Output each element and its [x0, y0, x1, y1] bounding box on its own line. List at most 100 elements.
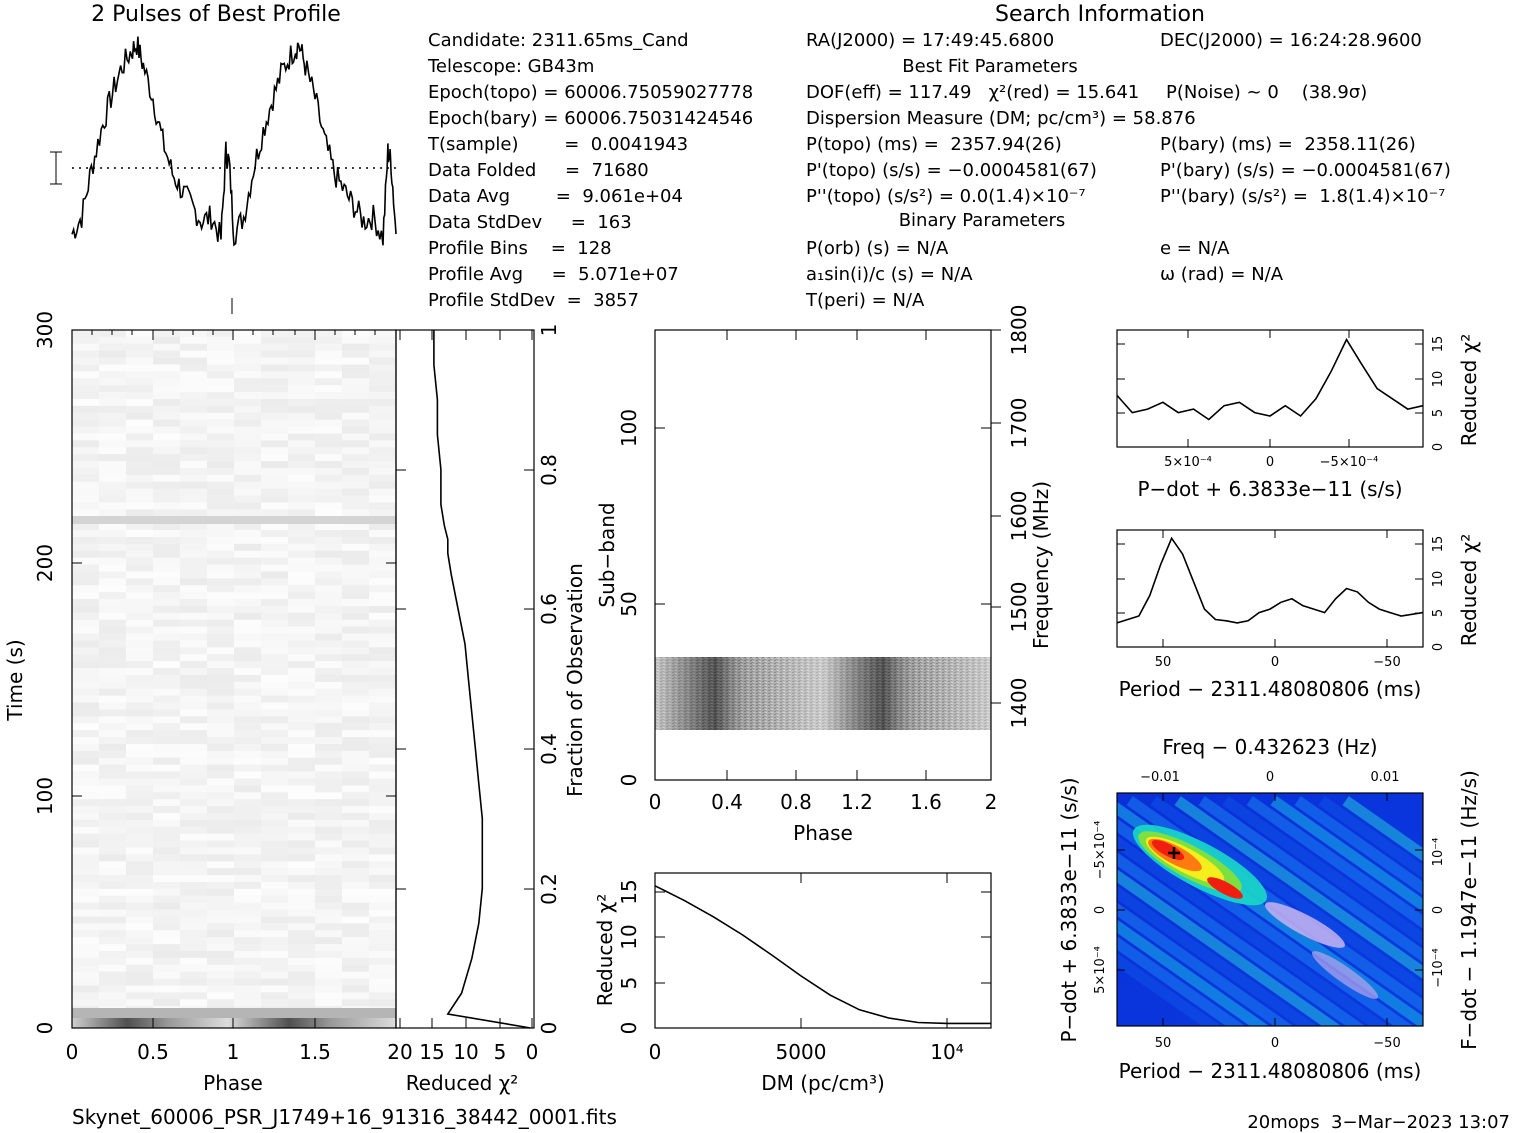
time-phase-cell — [99, 543, 126, 551]
period-pdot-stripe — [1117, 796, 1285, 1026]
time-phase-cell — [261, 888, 288, 896]
time-phase-cell — [207, 744, 234, 751]
pp-y2tick-label-0: −10⁻⁴ — [1431, 948, 1446, 988]
time-phase-cell — [180, 509, 207, 517]
time-phase-cell — [288, 854, 315, 862]
time-phase-cell — [126, 785, 153, 793]
time-phase-cell — [72, 999, 99, 1007]
time-phase-cell — [315, 654, 342, 662]
time-phase-cell — [180, 964, 207, 972]
sb-xtick-label-0: 0 — [649, 790, 662, 814]
time-phase-cell — [234, 709, 261, 717]
time-phase-cell — [126, 350, 153, 358]
time-phase-cell — [180, 405, 207, 413]
time-phase-cell — [234, 454, 261, 462]
time-phase-cell — [288, 468, 315, 475]
time-phase-cell — [342, 523, 369, 531]
time-phase-cell — [315, 392, 342, 399]
time-phase-cell — [99, 702, 126, 710]
time-phase-cell — [207, 647, 234, 655]
time-phase-cell — [207, 681, 234, 689]
time-phase-cell — [234, 716, 261, 724]
time-phase-cell — [261, 495, 288, 503]
time-phase-cell — [261, 937, 288, 945]
time-phase-cell — [72, 695, 99, 703]
time-phase-cell — [207, 792, 234, 800]
time-phase-cell — [180, 661, 207, 669]
time-phase-cell — [234, 371, 261, 379]
time-phase-cell — [207, 454, 234, 462]
time-phase-cell — [207, 730, 234, 738]
time-phase-cell — [261, 502, 288, 510]
time-phase-cell — [288, 944, 315, 951]
time-phase-cell — [234, 502, 261, 510]
tchi-ytick-label-2: 0.4 — [537, 733, 561, 765]
time-phase-cell — [153, 481, 180, 489]
time-phase-cell — [369, 440, 396, 448]
time-phase-cell — [342, 771, 369, 779]
time-phase-cell — [99, 654, 126, 662]
time-phase-cell — [207, 978, 234, 986]
tchi-ytick-label-4: 0.8 — [537, 454, 561, 486]
time-phase-cell — [153, 799, 180, 807]
time-phase-cell — [288, 702, 315, 710]
time-phase-cell — [153, 861, 180, 869]
time-phase-cell — [369, 819, 396, 827]
time-phase-cell — [126, 868, 153, 876]
tchi-ytick-label-0: 0 — [537, 1022, 561, 1035]
time-phase-cell — [261, 447, 288, 455]
time-phase-cell — [234, 792, 261, 800]
time-phase-cell — [153, 868, 180, 876]
dm-x-ticks — [654, 873, 948, 1028]
time-phase-cell — [180, 957, 207, 965]
time-phase-cell — [207, 426, 234, 434]
time-phase-cell — [261, 571, 288, 579]
time-phase-cell — [342, 847, 369, 855]
time-phase-cell — [153, 412, 180, 420]
footer-filename: Skynet_60006_PSR_J1749+16_91316_38442_00… — [72, 1105, 617, 1129]
time-phase-cell — [99, 930, 126, 938]
time-phase-cell — [180, 626, 207, 634]
time-phase-cell — [342, 778, 369, 786]
time-phase-cell — [99, 681, 126, 689]
time-phase-cell — [234, 661, 261, 669]
time-phase-cell — [207, 447, 234, 455]
time-phase-cell — [72, 371, 99, 379]
time-phase-cell — [153, 806, 180, 813]
time-phase-cell — [315, 675, 342, 682]
time-phase-cell — [153, 847, 180, 855]
time-phase-cell — [261, 778, 288, 786]
time-phase-cell — [153, 606, 180, 613]
time-phase-cell — [72, 509, 99, 517]
time-phase-cell — [153, 633, 180, 641]
time-phase-cell — [261, 392, 288, 399]
time-phase-cell — [180, 923, 207, 931]
time-phase-cell — [72, 882, 99, 889]
time-phase-cell — [261, 992, 288, 1000]
time-phase-cell — [180, 888, 207, 896]
time-phase-cell — [369, 813, 396, 820]
time-phase-cell — [180, 716, 207, 724]
time-phase-cell — [180, 392, 207, 399]
time-phase-cell — [207, 854, 234, 862]
time-phase-cell — [342, 951, 369, 958]
time-phase-cell — [126, 357, 153, 365]
period-pdot-stripe — [1150, 796, 1423, 1026]
time-phase-cell — [126, 847, 153, 855]
time-phase-cell — [369, 606, 396, 613]
time-phase-cell — [288, 861, 315, 869]
time-phase-cell — [261, 875, 288, 882]
time-phase-cell — [315, 433, 342, 441]
time-phase-cell — [369, 951, 396, 958]
time-phase-cell — [261, 454, 288, 462]
subband-frame — [654, 329, 992, 781]
time-phase-cell — [72, 626, 99, 634]
time-phase-cell — [288, 606, 315, 613]
sb-ylabel: Sub−band — [595, 502, 619, 607]
tp-xtick-label-2: 1 — [227, 1040, 240, 1064]
time-phase-cell — [99, 392, 126, 399]
subband-y2-ticks — [991, 329, 1001, 704]
time-phase-cell — [288, 612, 315, 620]
info-dm: Dispersion Measure (DM; pc/cm³) = 58.876 — [806, 108, 1196, 129]
time-phase-cell — [99, 757, 126, 765]
